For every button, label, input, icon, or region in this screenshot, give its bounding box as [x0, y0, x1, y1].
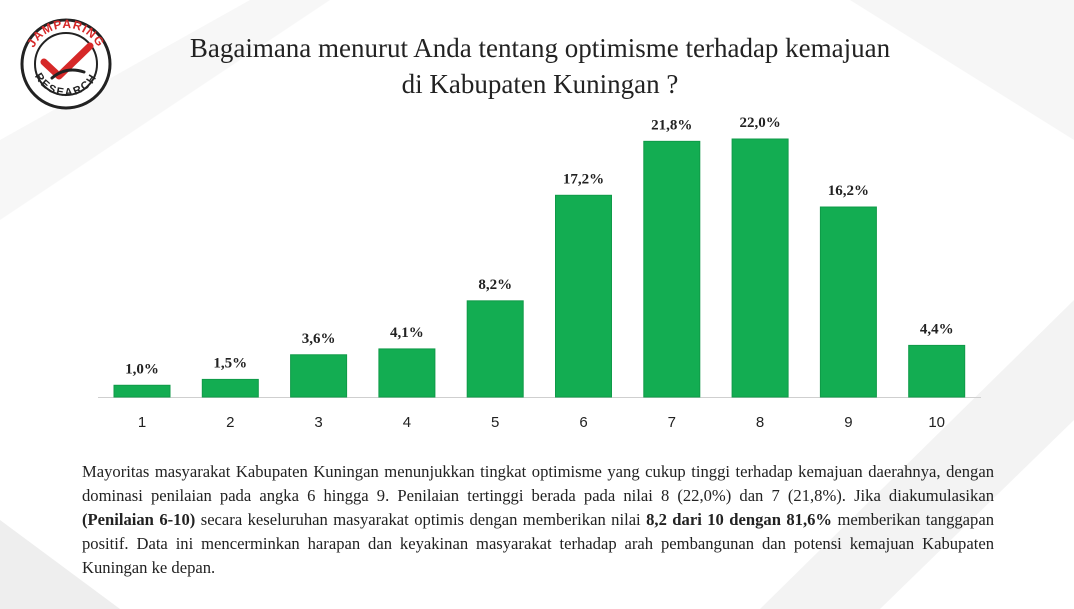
x-tick-label-3: 3 — [314, 414, 322, 431]
description-text-3: memberikan tanggapan positif. Data ini m… — [82, 510, 995, 577]
description-paragraph: Mayoritas masyarakat Kabupaten Kuningan … — [82, 460, 994, 580]
x-tick-label-4: 4 — [403, 414, 411, 431]
data-label-4: 4,1% — [390, 325, 424, 341]
bar-9 — [819, 206, 877, 398]
data-label-6: 17,2% — [563, 171, 604, 187]
data-label-2: 1,5% — [213, 355, 247, 371]
description-text-2: secara keseluruhan masyarakat optimis de… — [195, 510, 647, 529]
bar-7 — [643, 140, 701, 398]
x-tick-label-10: 10 — [928, 414, 945, 431]
bar-10 — [908, 344, 966, 398]
bar-3 — [290, 354, 348, 398]
x-tick-label-6: 6 — [579, 414, 587, 431]
x-tick-label-2: 2 — [226, 414, 234, 431]
bar-8 — [731, 138, 789, 398]
jamparing-research-logo: JAMPARING RESEARCH — [14, 16, 118, 112]
data-label-8: 22,0% — [739, 115, 780, 131]
bar-1 — [113, 384, 171, 398]
x-tick-label-1: 1 — [138, 414, 146, 431]
data-label-7: 21,8% — [651, 117, 692, 133]
chart-title-line-1: Bagaimana menurut Anda tentang optimisme… — [189, 33, 891, 63]
bar-chart: 1,0% 1 1,5% 2 3,6% 3 4,1% 4 8,2% 5 17,2% 6 21,8% 7 22,… — [98, 115, 981, 431]
bar-4 — [378, 348, 436, 398]
data-label-9: 16,2% — [828, 183, 869, 199]
data-label-10: 4,4% — [920, 321, 954, 337]
x-tick-label-8: 8 — [756, 414, 764, 431]
chart-title: Bagaimana menurut Anda tentang optimisme… — [150, 30, 930, 102]
x-tick-label-9: 9 — [844, 414, 852, 431]
x-tick-label-7: 7 — [668, 414, 676, 431]
data-label-5: 8,2% — [478, 277, 512, 293]
bar-6 — [555, 194, 612, 398]
description-bold-2: 8,2 dari 10 dengan 81,6% — [646, 510, 832, 529]
x-tick-label-5: 5 — [491, 414, 499, 431]
description-bold-1: (Penilaian 6-10) — [82, 510, 196, 529]
chart-title-line-2: di Kabupaten Kuningan ? — [401, 69, 679, 99]
data-label-3: 3,6% — [302, 331, 336, 347]
bar-2 — [201, 378, 259, 398]
data-label-1: 1,0% — [125, 361, 159, 377]
bar-5 — [466, 300, 524, 398]
description-text-1: Mayoritas masyarakat Kabupaten Kuningan … — [82, 462, 994, 505]
